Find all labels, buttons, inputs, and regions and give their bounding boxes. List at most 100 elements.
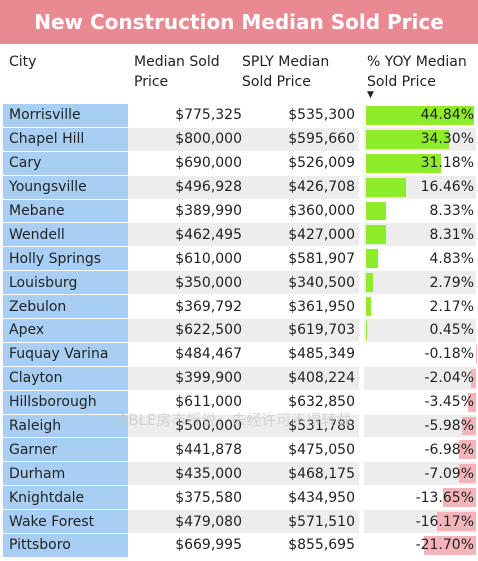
yoy-change-cell: -7.09% (364, 462, 476, 486)
median-price-cell: $462,495 (128, 223, 246, 247)
report-title: New Construction Median Sold Price (34, 10, 444, 34)
sply-price-cell: $855,695 (288, 537, 355, 554)
positive-data-bar (366, 273, 373, 293)
positive-data-bar (366, 225, 386, 245)
city-cell: Chapel Hill (3, 127, 128, 151)
table-row[interactable]: Apex $622,500 $619,703 0.45% (0, 319, 478, 343)
sort-descending-icon[interactable]: ▼ (367, 90, 374, 100)
positive-data-bar (366, 321, 368, 340)
positive-data-bar (366, 106, 474, 125)
yoy-change-value: 8.31% (429, 226, 474, 243)
table-row[interactable]: Zebulon $369,792 $361,950 2.17% (0, 295, 478, 320)
yoy-change-cell: -13.65% (364, 486, 476, 509)
sply-price-cell: $340,500 (246, 271, 359, 295)
yoy-change-cell: 16.46% (364, 175, 476, 199)
table-row[interactable]: Knightdale $375,580 $434,950 -13.65% (0, 486, 478, 511)
city-cell: Garner (3, 438, 128, 462)
table-row[interactable]: Pittsboro $669,995 $855,695 -21.70% (0, 534, 478, 558)
city-cell: Knightdale (3, 486, 128, 510)
city-cell: Holly Springs (3, 247, 128, 271)
positive-data-bar (366, 249, 378, 269)
yoy-change-value: 34.30% (420, 131, 474, 148)
median-price-cell: $375,580 (175, 489, 242, 506)
yoy-change-value: -21.70% (415, 537, 474, 554)
table-row[interactable]: Fuquay Varina $484,467 $485,349 -0.18% (0, 342, 478, 367)
sply-price-cell: $468,175 (246, 462, 359, 486)
positive-data-bar (366, 177, 406, 197)
negative-data-bar (423, 536, 476, 555)
city-cell: Mebane (3, 199, 128, 223)
yoy-change-cell: 8.33% (364, 200, 476, 223)
yoy-change-value: 31.18% (420, 155, 474, 172)
median-price-cell: $669,995 (175, 537, 242, 554)
negative-data-bar (459, 440, 476, 460)
sply-price-cell: $595,660 (246, 127, 359, 151)
yoy-change-value: -3.45% (424, 394, 474, 411)
sply-header-line2: Sold Price (242, 74, 311, 90)
table-row[interactable]: Durham $435,000 $468,175 -7.09% (0, 462, 478, 487)
yoy-change-value: -13.65% (415, 489, 474, 506)
median-price-cell: $800,000 (128, 127, 246, 151)
table-row[interactable]: Cary $690,000 $526,009 31.18% (0, 151, 478, 176)
sply-price-cell: $361,950 (288, 298, 355, 315)
yoy-change-cell: 34.30% (364, 127, 476, 151)
table-row[interactable]: Raleigh $500,000 $531,788 -5.98% (0, 414, 478, 439)
report-title-bar: New Construction Median Sold Price (0, 0, 478, 44)
city-cell: Raleigh (3, 414, 128, 438)
column-header-sply[interactable]: SPLY Median Sold Price (242, 52, 354, 92)
median-price-cell: $369,792 (175, 298, 242, 315)
city-cell: Morrisville (3, 104, 128, 127)
table-row[interactable]: Hillsborough $611,000 $632,850 -3.45% (0, 390, 478, 415)
positive-data-bar (366, 153, 442, 173)
column-header-median[interactable]: Median Sold Price (134, 52, 234, 92)
yoy-change-value: -2.04% (424, 370, 474, 387)
table-row[interactable]: Mebane $389,990 $360,000 8.33% (0, 199, 478, 224)
median-price-cell: $610,000 (175, 250, 242, 267)
positive-data-bar (366, 297, 372, 317)
yoy-change-cell: 2.79% (364, 271, 476, 295)
table-row[interactable]: Wake Forest $479,080 $571,510 -16.17% (0, 510, 478, 535)
yoy-header-line2: Sold Price (367, 74, 436, 90)
table-row[interactable]: Wendell $462,495 $427,000 8.31% (0, 223, 478, 248)
yoy-change-value: 16.46% (420, 179, 474, 196)
sply-price-cell: $434,950 (288, 489, 355, 506)
yoy-change-value: 0.45% (429, 322, 474, 339)
median-price-cell: $690,000 (175, 155, 242, 172)
median-price-cell: $399,900 (128, 366, 246, 390)
yoy-change-cell: -0.18% (364, 343, 476, 366)
table-row[interactable]: Garner $441,878 $475,050 -6.98% (0, 438, 478, 463)
sply-price-cell: $619,703 (246, 319, 359, 342)
yoy-change-cell: -5.98% (364, 414, 476, 438)
city-header-label: City (9, 54, 37, 70)
table-header: City Median Sold Price SPLY Median Sold … (0, 44, 478, 102)
sply-price-cell: $581,907 (288, 250, 355, 267)
yoy-change-cell: 2.17% (364, 295, 476, 318)
yoy-change-cell: 4.83% (364, 247, 476, 270)
yoy-change-cell: 44.84% (364, 104, 476, 127)
table-row[interactable]: Morrisville $775,325 $535,300 44.84% (0, 104, 478, 128)
negative-data-bar (467, 392, 476, 412)
positive-data-bar (366, 201, 387, 221)
city-cell: Wake Forest (3, 510, 128, 534)
sply-price-cell: $535,300 (288, 107, 355, 124)
table-row[interactable]: Youngsville $496,928 $426,708 16.46% (0, 175, 478, 200)
sply-price-cell: $360,000 (288, 203, 355, 219)
yoy-change-cell: -21.70% (364, 534, 476, 557)
city-cell: Fuquay Varina (3, 342, 128, 366)
table-row[interactable]: Chapel Hill $800,000 $595,660 34.30% (0, 127, 478, 152)
column-header-city[interactable]: City (9, 52, 36, 72)
median-header-line2: Price (134, 74, 169, 90)
yoy-change-value: 8.33% (429, 203, 474, 219)
sply-price-cell: $526,009 (288, 155, 355, 172)
table-row[interactable]: Louisburg $350,000 $340,500 2.79% (0, 271, 478, 296)
column-header-yoy[interactable]: % YOY Median Sold Price (367, 52, 477, 92)
yoy-change-cell: 0.45% (364, 319, 476, 342)
table-row[interactable]: Holly Springs $610,000 $581,907 4.83% (0, 247, 478, 272)
table-row[interactable]: Clayton $399,900 $408,224 -2.04% (0, 366, 478, 391)
yoy-change-value: -7.09% (424, 465, 474, 482)
city-cell: Apex (3, 319, 128, 342)
median-price-cell: $441,878 (175, 441, 242, 458)
negative-data-bar (471, 368, 476, 388)
negative-data-bar (461, 416, 476, 436)
negative-data-bar (458, 464, 476, 484)
